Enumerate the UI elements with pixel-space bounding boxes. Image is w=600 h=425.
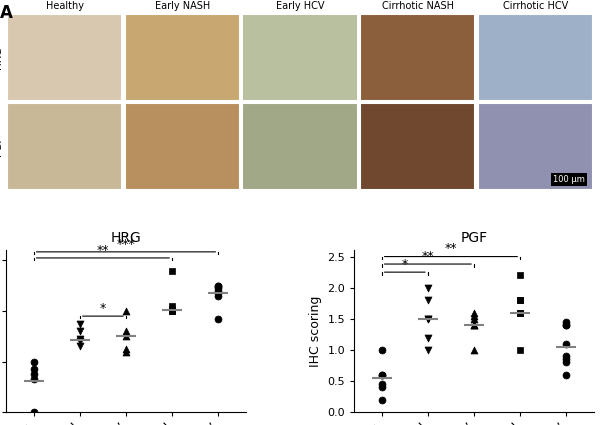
Point xyxy=(423,297,433,303)
Point xyxy=(214,315,223,322)
Text: **: ** xyxy=(445,242,457,255)
FancyBboxPatch shape xyxy=(125,14,240,101)
Point xyxy=(167,267,177,274)
Text: **: ** xyxy=(97,244,109,257)
Text: ***: *** xyxy=(116,238,136,251)
Point xyxy=(29,358,38,365)
Point xyxy=(469,312,479,319)
Point xyxy=(515,309,525,316)
Text: 100 μm: 100 μm xyxy=(553,175,585,184)
Point xyxy=(562,322,571,329)
Point xyxy=(562,356,571,363)
Point xyxy=(214,282,223,289)
FancyBboxPatch shape xyxy=(125,103,240,190)
Text: A: A xyxy=(0,4,13,22)
Point xyxy=(423,334,433,341)
Text: Cirrhotic HCV: Cirrhotic HCV xyxy=(503,1,568,11)
Point xyxy=(29,366,38,373)
Text: *: * xyxy=(401,258,408,271)
Point xyxy=(214,290,223,297)
Text: Early HCV: Early HCV xyxy=(276,1,324,11)
Point xyxy=(515,272,525,279)
Point xyxy=(167,305,177,312)
Point xyxy=(167,303,177,309)
FancyBboxPatch shape xyxy=(7,14,122,101)
Point xyxy=(377,381,386,388)
Point xyxy=(167,308,177,314)
FancyBboxPatch shape xyxy=(478,14,593,101)
Point xyxy=(469,346,479,353)
Point xyxy=(377,384,386,391)
Point xyxy=(377,371,386,378)
Point xyxy=(167,308,177,314)
Point xyxy=(75,338,85,345)
Text: *: * xyxy=(100,302,106,315)
Point xyxy=(515,297,525,303)
Point xyxy=(75,343,85,350)
FancyBboxPatch shape xyxy=(242,103,358,190)
Point xyxy=(515,309,525,316)
Point xyxy=(121,348,131,355)
Text: **: ** xyxy=(422,250,434,263)
Title: HRG: HRG xyxy=(110,231,142,245)
Point xyxy=(121,308,131,314)
Point xyxy=(75,335,85,342)
Text: Early NASH: Early NASH xyxy=(155,1,210,11)
Point xyxy=(562,319,571,326)
FancyBboxPatch shape xyxy=(360,14,475,101)
Point xyxy=(423,315,433,322)
Point xyxy=(469,309,479,316)
Point xyxy=(515,297,525,303)
Text: Cirrhotic NASH: Cirrhotic NASH xyxy=(382,1,454,11)
Point xyxy=(562,371,571,378)
Point xyxy=(121,346,131,352)
FancyBboxPatch shape xyxy=(360,103,475,190)
Point xyxy=(515,346,525,353)
Point xyxy=(377,346,386,353)
Point xyxy=(214,287,223,294)
Point xyxy=(121,328,131,335)
Text: Healthy: Healthy xyxy=(46,1,84,11)
Point xyxy=(29,409,38,416)
Title: PGF: PGF xyxy=(460,231,488,245)
Point xyxy=(29,376,38,383)
Point xyxy=(214,285,223,292)
Point xyxy=(75,328,85,335)
Point xyxy=(423,346,433,353)
Point xyxy=(423,284,433,291)
FancyBboxPatch shape xyxy=(7,103,122,190)
Point xyxy=(214,282,223,289)
Point xyxy=(121,333,131,340)
Point xyxy=(562,322,571,329)
Point xyxy=(469,322,479,329)
Point xyxy=(29,371,38,378)
Point xyxy=(562,340,571,347)
Point xyxy=(377,397,386,403)
Text: HRG: HRG xyxy=(0,46,3,69)
Text: PGF: PGF xyxy=(0,136,3,156)
Y-axis label: IHC scoring: IHC scoring xyxy=(308,296,322,367)
Point xyxy=(75,320,85,327)
Point xyxy=(469,322,479,329)
Point xyxy=(214,292,223,299)
FancyBboxPatch shape xyxy=(242,14,358,101)
Point xyxy=(469,315,479,322)
FancyBboxPatch shape xyxy=(478,103,593,190)
Point xyxy=(377,371,386,378)
Point xyxy=(562,359,571,366)
Point xyxy=(423,315,433,322)
Point xyxy=(562,353,571,360)
